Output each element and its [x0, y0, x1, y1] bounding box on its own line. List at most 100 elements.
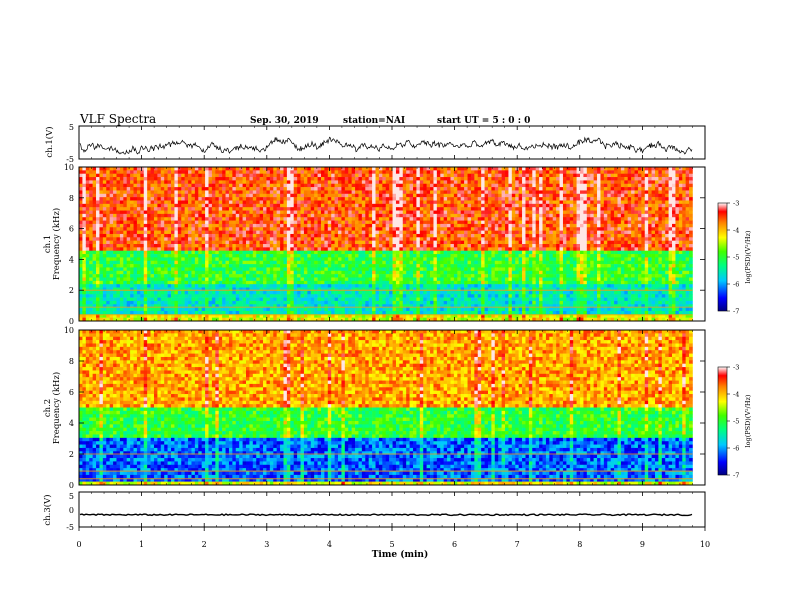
- ch1-spectrogram-cell: [436, 227, 441, 231]
- ch1-spectrogram-cell: [409, 223, 414, 228]
- ch1-spectrogram-cell: [327, 180, 332, 185]
- ch1-spectrogram-cell: [361, 227, 366, 231]
- ch1-spectrogram-cell: [246, 267, 250, 272]
- ch1-spectrogram-cell: [222, 294, 226, 298]
- ch1-spectrogram-cell: [266, 207, 271, 211]
- ch1-spectrogram-cell: [232, 180, 237, 185]
- ch1-spectrogram-cell: [406, 177, 410, 181]
- ch1-spectrogram-cell: [263, 277, 267, 282]
- ch1-spectrogram-cell: [218, 177, 223, 181]
- ch1-spectrogram-cell: [409, 207, 414, 211]
- ch1-spectrogram-cell: [351, 170, 356, 174]
- ch1-spectrogram-cell: [378, 220, 383, 225]
- ch1-spectrogram-cell: [235, 300, 240, 305]
- ch1-spectrogram-cell: [147, 187, 151, 191]
- ch1-spectrogram-cell: [218, 167, 223, 171]
- ch1-spectrogram-cell: [246, 304, 250, 308]
- ch1-spectrogram-cell: [85, 314, 90, 318]
- ch1-spectrogram-cell: [348, 177, 352, 181]
- ch1-spectrogram-cell: [89, 244, 93, 248]
- ch1-spectrogram-cell: [436, 190, 441, 195]
- ch1-spectrogram-cell: [314, 220, 318, 225]
- ch1-spectrogram-cell: [116, 260, 121, 265]
- ch1-spectrogram-cell: [280, 223, 284, 228]
- ch1-spectrogram-cell: [85, 264, 90, 268]
- ch1-spectrogram-cell: [426, 173, 431, 178]
- ch1-spectrogram-cell: [317, 290, 322, 295]
- ch1-spectrogram-cell: [96, 264, 100, 268]
- ch1-spectrogram-cell: [385, 317, 390, 322]
- ch1-spectrogram-cell: [198, 207, 202, 211]
- ch1-spectrogram-cell: [82, 170, 87, 174]
- ch1-spectrogram-cell: [102, 270, 107, 275]
- ch1-spectrogram-cell: [426, 193, 431, 198]
- ch1-spectrogram-cell: [338, 277, 342, 282]
- ch1-spectrogram-cell: [188, 264, 192, 268]
- ch1-spectrogram-cell: [416, 244, 421, 248]
- ch1-spectrogram-cell: [440, 307, 444, 312]
- ch1-spectrogram-cell: [143, 193, 148, 198]
- ch1-spectrogram-cell: [92, 180, 97, 185]
- ch1-spectrogram-cell: [232, 254, 237, 258]
- ch1-spectrogram-cell: [283, 240, 288, 245]
- ch1-spectrogram-cell: [361, 260, 366, 265]
- ch1-spectrogram-cell: [174, 240, 179, 245]
- ch1-spectrogram-cell: [126, 200, 131, 205]
- ch1-spectrogram-cell: [430, 244, 434, 248]
- ch1-spectrogram-cell: [286, 187, 291, 191]
- ch1-spectrogram-cell: [297, 284, 301, 288]
- ch1-spectrogram-cell: [344, 304, 349, 308]
- ch1-spectrogram-cell: [280, 220, 284, 225]
- ch1-spectrogram-cell: [157, 304, 162, 308]
- ch1-spectrogram-cell: [256, 217, 260, 221]
- ch1-spectrogram-cell: [378, 264, 383, 268]
- ch1-spectrogram-cell: [194, 300, 199, 305]
- ch1-spectrogram-cell: [99, 177, 104, 181]
- ch1-spectrogram-cell: [263, 213, 267, 218]
- ch1-spectrogram-cell: [239, 183, 243, 188]
- ch1-spectrogram-cell: [368, 250, 373, 255]
- ch1-spectrogram-cell: [433, 307, 438, 312]
- ch1-spectrogram-cell: [184, 173, 189, 178]
- ch1-spectrogram-cell: [338, 264, 342, 268]
- ch1-spectrogram-cell: [184, 207, 189, 211]
- ch1-spectrogram-cell: [235, 167, 240, 171]
- ch1-spectrogram-cell: [222, 297, 226, 302]
- ch1-spectrogram-cell: [314, 274, 318, 278]
- ch1-spectrogram-cell: [222, 233, 226, 238]
- ch1-spectrogram-cell: [413, 270, 417, 275]
- ch1-spectrogram-cell: [205, 244, 209, 248]
- ch1-spectrogram-cell: [314, 307, 318, 312]
- ch1-spectrogram-cell: [222, 290, 226, 295]
- ch1-spectrogram-cell: [239, 307, 243, 312]
- ch1-spectrogram-cell: [99, 307, 104, 312]
- ch1-spectrogram-cell: [116, 247, 121, 251]
- ch1-spectrogram-cell: [194, 294, 199, 298]
- ch1-spectrogram-cell: [351, 274, 356, 278]
- ch1-spectrogram-cell: [116, 217, 121, 221]
- ch1-spectrogram-cell: [191, 170, 196, 174]
- ch1-spectrogram-cell: [314, 304, 318, 308]
- ch1-spectrogram-cell: [140, 260, 145, 265]
- ch1-spectrogram-cell: [416, 213, 421, 218]
- ch1-spectrogram-cell: [365, 220, 369, 225]
- ch1-spectrogram-cell: [153, 304, 158, 308]
- ch1-spectrogram-cell: [389, 213, 393, 218]
- ch1-spectrogram-cell: [106, 300, 110, 305]
- ch1-spectrogram-cell: [307, 307, 312, 312]
- ch1-spectrogram-cell: [164, 264, 168, 268]
- ch1-spectrogram-cell: [375, 304, 380, 308]
- ch1-spectrogram-cell: [303, 304, 308, 308]
- ch1-spectrogram-cell: [232, 317, 237, 322]
- ch1-spectrogram-cell: [413, 294, 417, 298]
- ch1-spectrogram-cell: [222, 203, 226, 208]
- ch1-spectrogram-cell: [293, 274, 298, 278]
- ch1-spectrogram-cell: [331, 210, 335, 215]
- ch1-spectrogram-cell: [99, 190, 104, 195]
- ch1-spectrogram-cell: [320, 167, 325, 171]
- ch1-spectrogram-cell: [436, 210, 441, 215]
- ch1-spectrogram-cell: [385, 220, 390, 225]
- ch1-spectrogram-cell: [194, 233, 199, 238]
- ch1-spectrogram-cell: [198, 294, 202, 298]
- ch1-spectrogram-cell: [177, 233, 182, 238]
